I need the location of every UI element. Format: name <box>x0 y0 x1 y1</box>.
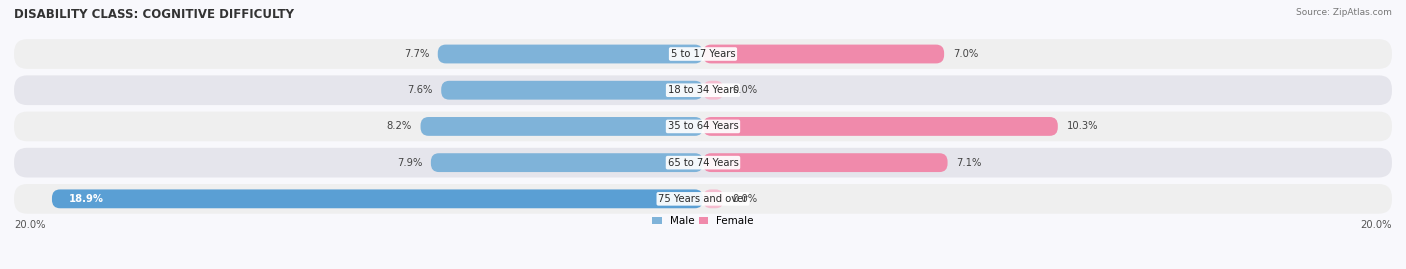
Text: 8.2%: 8.2% <box>387 121 412 132</box>
Text: 5 to 17 Years: 5 to 17 Years <box>671 49 735 59</box>
Text: 0.0%: 0.0% <box>733 194 758 204</box>
Text: 75 Years and over: 75 Years and over <box>658 194 748 204</box>
Text: 7.7%: 7.7% <box>404 49 429 59</box>
Text: Source: ZipAtlas.com: Source: ZipAtlas.com <box>1296 8 1392 17</box>
Text: 7.1%: 7.1% <box>956 158 981 168</box>
FancyBboxPatch shape <box>703 153 948 172</box>
Text: 20.0%: 20.0% <box>1361 220 1392 230</box>
FancyBboxPatch shape <box>703 117 1057 136</box>
Text: 35 to 64 Years: 35 to 64 Years <box>668 121 738 132</box>
Text: 18 to 34 Years: 18 to 34 Years <box>668 85 738 95</box>
FancyBboxPatch shape <box>703 189 724 208</box>
Text: 0.0%: 0.0% <box>733 85 758 95</box>
Text: 7.9%: 7.9% <box>396 158 422 168</box>
Legend: Male, Female: Male, Female <box>648 212 758 231</box>
FancyBboxPatch shape <box>430 153 703 172</box>
FancyBboxPatch shape <box>14 75 1392 105</box>
FancyBboxPatch shape <box>703 45 945 63</box>
Text: DISABILITY CLASS: COGNITIVE DIFFICULTY: DISABILITY CLASS: COGNITIVE DIFFICULTY <box>14 8 294 21</box>
FancyBboxPatch shape <box>14 39 1392 69</box>
FancyBboxPatch shape <box>14 148 1392 178</box>
Text: 10.3%: 10.3% <box>1066 121 1098 132</box>
Text: 18.9%: 18.9% <box>69 194 104 204</box>
FancyBboxPatch shape <box>703 81 724 100</box>
Text: 7.6%: 7.6% <box>408 85 433 95</box>
FancyBboxPatch shape <box>420 117 703 136</box>
FancyBboxPatch shape <box>52 189 703 208</box>
Text: 65 to 74 Years: 65 to 74 Years <box>668 158 738 168</box>
FancyBboxPatch shape <box>441 81 703 100</box>
Text: 20.0%: 20.0% <box>14 220 45 230</box>
FancyBboxPatch shape <box>14 112 1392 141</box>
Text: 7.0%: 7.0% <box>953 49 979 59</box>
FancyBboxPatch shape <box>437 45 703 63</box>
FancyBboxPatch shape <box>14 184 1392 214</box>
